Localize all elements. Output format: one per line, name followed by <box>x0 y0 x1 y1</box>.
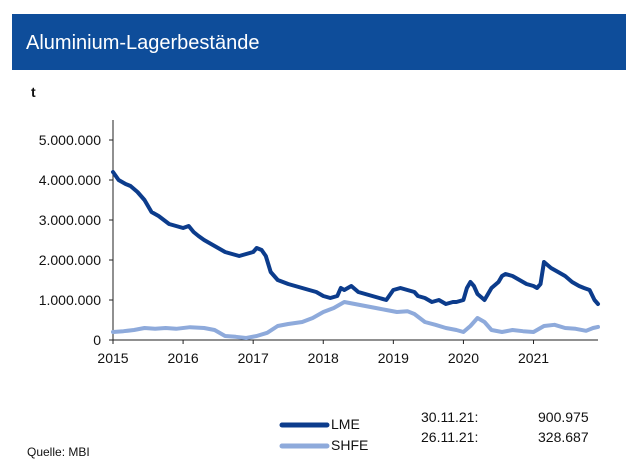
legend-lme-label: LME <box>331 416 360 432</box>
series-layer <box>111 170 600 340</box>
x-tick-label: 2019 <box>378 350 409 366</box>
legend-shfe-date: 26.11.21: <box>421 429 479 445</box>
x-tick-label: 2020 <box>448 350 479 366</box>
series-line-lme <box>111 170 600 306</box>
legend-swatches <box>279 422 330 449</box>
source-note: Quelle: MBI <box>27 445 90 459</box>
x-tick-label: 2015 <box>97 350 128 366</box>
y-tick-label: 4.000.000 <box>39 172 101 188</box>
y-tick-label: 0 <box>93 332 101 348</box>
x-tick-label: 2018 <box>308 350 339 366</box>
legend-shfe-label: SHFE <box>331 437 369 453</box>
x-tick-label: 2016 <box>168 350 199 366</box>
legend-lme-date: 30.11.21: <box>421 409 479 425</box>
legend-shfe-value: 328.687 <box>538 429 589 445</box>
series-line-shfe <box>111 300 600 340</box>
chart-title: Aluminium-Lagerbestände <box>26 32 260 54</box>
y-tick-label: 1.000.000 <box>39 292 101 308</box>
chart-header-bar: Aluminium-Lagerbestände <box>12 14 626 70</box>
y-tick-label: 2.000.000 <box>39 252 101 268</box>
y-tick-label: 5.000.000 <box>39 132 101 148</box>
x-tick-label: 2021 <box>518 350 549 366</box>
legend-lme-value: 900.975 <box>538 409 589 425</box>
x-tick-label: 2017 <box>238 350 269 366</box>
y-axis-unit-label: t <box>31 84 36 100</box>
y-tick-label: 3.000.000 <box>39 212 101 228</box>
y-axis-ticks: 0 1.000.000 2.000.000 3.000.000 4.000.000 5.0… <box>39 132 113 348</box>
x-axis-ticks: 2015 2016 2017 2018 2019 2020 2021 <box>97 340 549 366</box>
